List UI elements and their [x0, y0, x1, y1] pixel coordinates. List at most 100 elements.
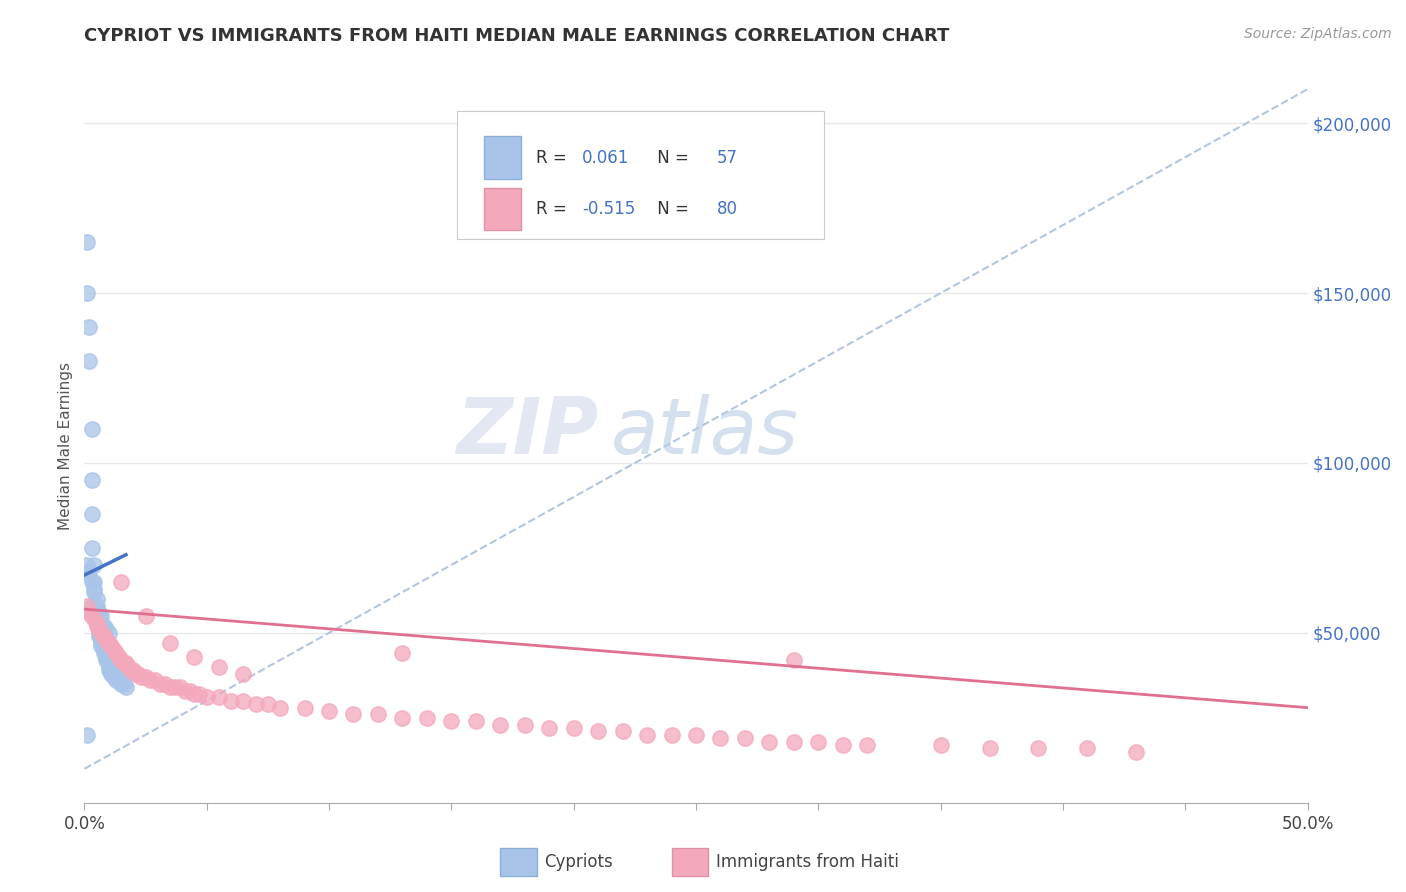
Text: 57: 57: [717, 149, 738, 167]
Y-axis label: Median Male Earnings: Median Male Earnings: [58, 362, 73, 530]
Point: [80, 473, 103, 487]
Point: [1076, 741, 1098, 756]
Point: [93, 619, 115, 633]
Point: [107, 673, 129, 688]
Point: [117, 660, 139, 674]
Point: [139, 673, 162, 688]
Point: [125, 666, 148, 681]
Point: [87, 619, 110, 633]
Point: [86, 606, 108, 620]
Point: [661, 728, 683, 742]
Point: [294, 700, 316, 714]
FancyBboxPatch shape: [501, 847, 537, 876]
Point: [100, 663, 122, 677]
Point: [83, 606, 105, 620]
Text: R =: R =: [536, 200, 572, 218]
Point: [76, 286, 98, 301]
Point: [90, 640, 112, 654]
Point: [93, 646, 115, 660]
Point: [93, 629, 115, 643]
Point: [163, 680, 186, 694]
Point: [83, 558, 105, 572]
Point: [83, 574, 105, 589]
Point: [93, 643, 115, 657]
FancyBboxPatch shape: [672, 847, 709, 876]
Point: [105, 673, 128, 688]
Point: [112, 677, 135, 691]
Text: Cypriots: Cypriots: [544, 853, 613, 871]
Point: [685, 728, 707, 742]
Point: [1028, 741, 1050, 756]
Point: [367, 707, 389, 722]
Point: [115, 680, 138, 694]
FancyBboxPatch shape: [484, 136, 522, 179]
Point: [183, 687, 205, 701]
Point: [77, 568, 100, 582]
Text: N =: N =: [652, 200, 695, 218]
Point: [183, 649, 205, 664]
Point: [783, 734, 806, 748]
Point: [76, 558, 98, 572]
Point: [87, 629, 110, 643]
Point: [159, 680, 181, 694]
Point: [562, 721, 585, 735]
FancyBboxPatch shape: [457, 111, 824, 239]
Text: N =: N =: [652, 149, 695, 167]
Point: [929, 738, 952, 752]
Point: [76, 565, 98, 579]
Point: [96, 653, 118, 667]
Point: [77, 320, 100, 334]
Point: [112, 657, 135, 671]
Point: [100, 666, 122, 681]
Point: [612, 724, 634, 739]
Point: [90, 615, 112, 630]
Point: [97, 663, 120, 677]
Point: [100, 640, 122, 654]
Text: 80: 80: [717, 200, 738, 218]
Text: R =: R =: [536, 149, 572, 167]
Point: [538, 721, 561, 735]
Point: [208, 690, 231, 705]
Point: [636, 728, 658, 742]
Point: [86, 615, 108, 630]
Point: [245, 698, 267, 712]
Point: [86, 615, 108, 630]
Point: [76, 599, 98, 613]
Point: [342, 707, 364, 722]
Point: [489, 717, 512, 731]
Point: [83, 582, 105, 596]
Point: [90, 608, 112, 623]
Point: [232, 666, 254, 681]
Point: [208, 660, 231, 674]
Point: [105, 670, 128, 684]
Point: [87, 623, 110, 637]
Point: [90, 632, 112, 647]
Point: [257, 698, 280, 712]
Point: [783, 653, 806, 667]
Point: [97, 657, 120, 671]
Point: [76, 728, 98, 742]
Point: [149, 677, 172, 691]
Point: [105, 646, 128, 660]
FancyBboxPatch shape: [484, 187, 522, 230]
Point: [96, 632, 118, 647]
Point: [709, 731, 731, 746]
Point: [97, 626, 120, 640]
Point: [135, 670, 157, 684]
Point: [87, 626, 110, 640]
Point: [110, 677, 132, 691]
Text: 0.061: 0.061: [582, 149, 630, 167]
Point: [103, 643, 125, 657]
Point: [96, 649, 118, 664]
Point: [96, 623, 118, 637]
Point: [110, 574, 132, 589]
Point: [86, 608, 108, 623]
Point: [169, 680, 191, 694]
Point: [391, 711, 413, 725]
Point: [103, 666, 125, 681]
Point: [159, 636, 181, 650]
Point: [86, 599, 108, 613]
Point: [107, 649, 129, 664]
Text: -0.515: -0.515: [582, 200, 636, 218]
Point: [97, 636, 120, 650]
